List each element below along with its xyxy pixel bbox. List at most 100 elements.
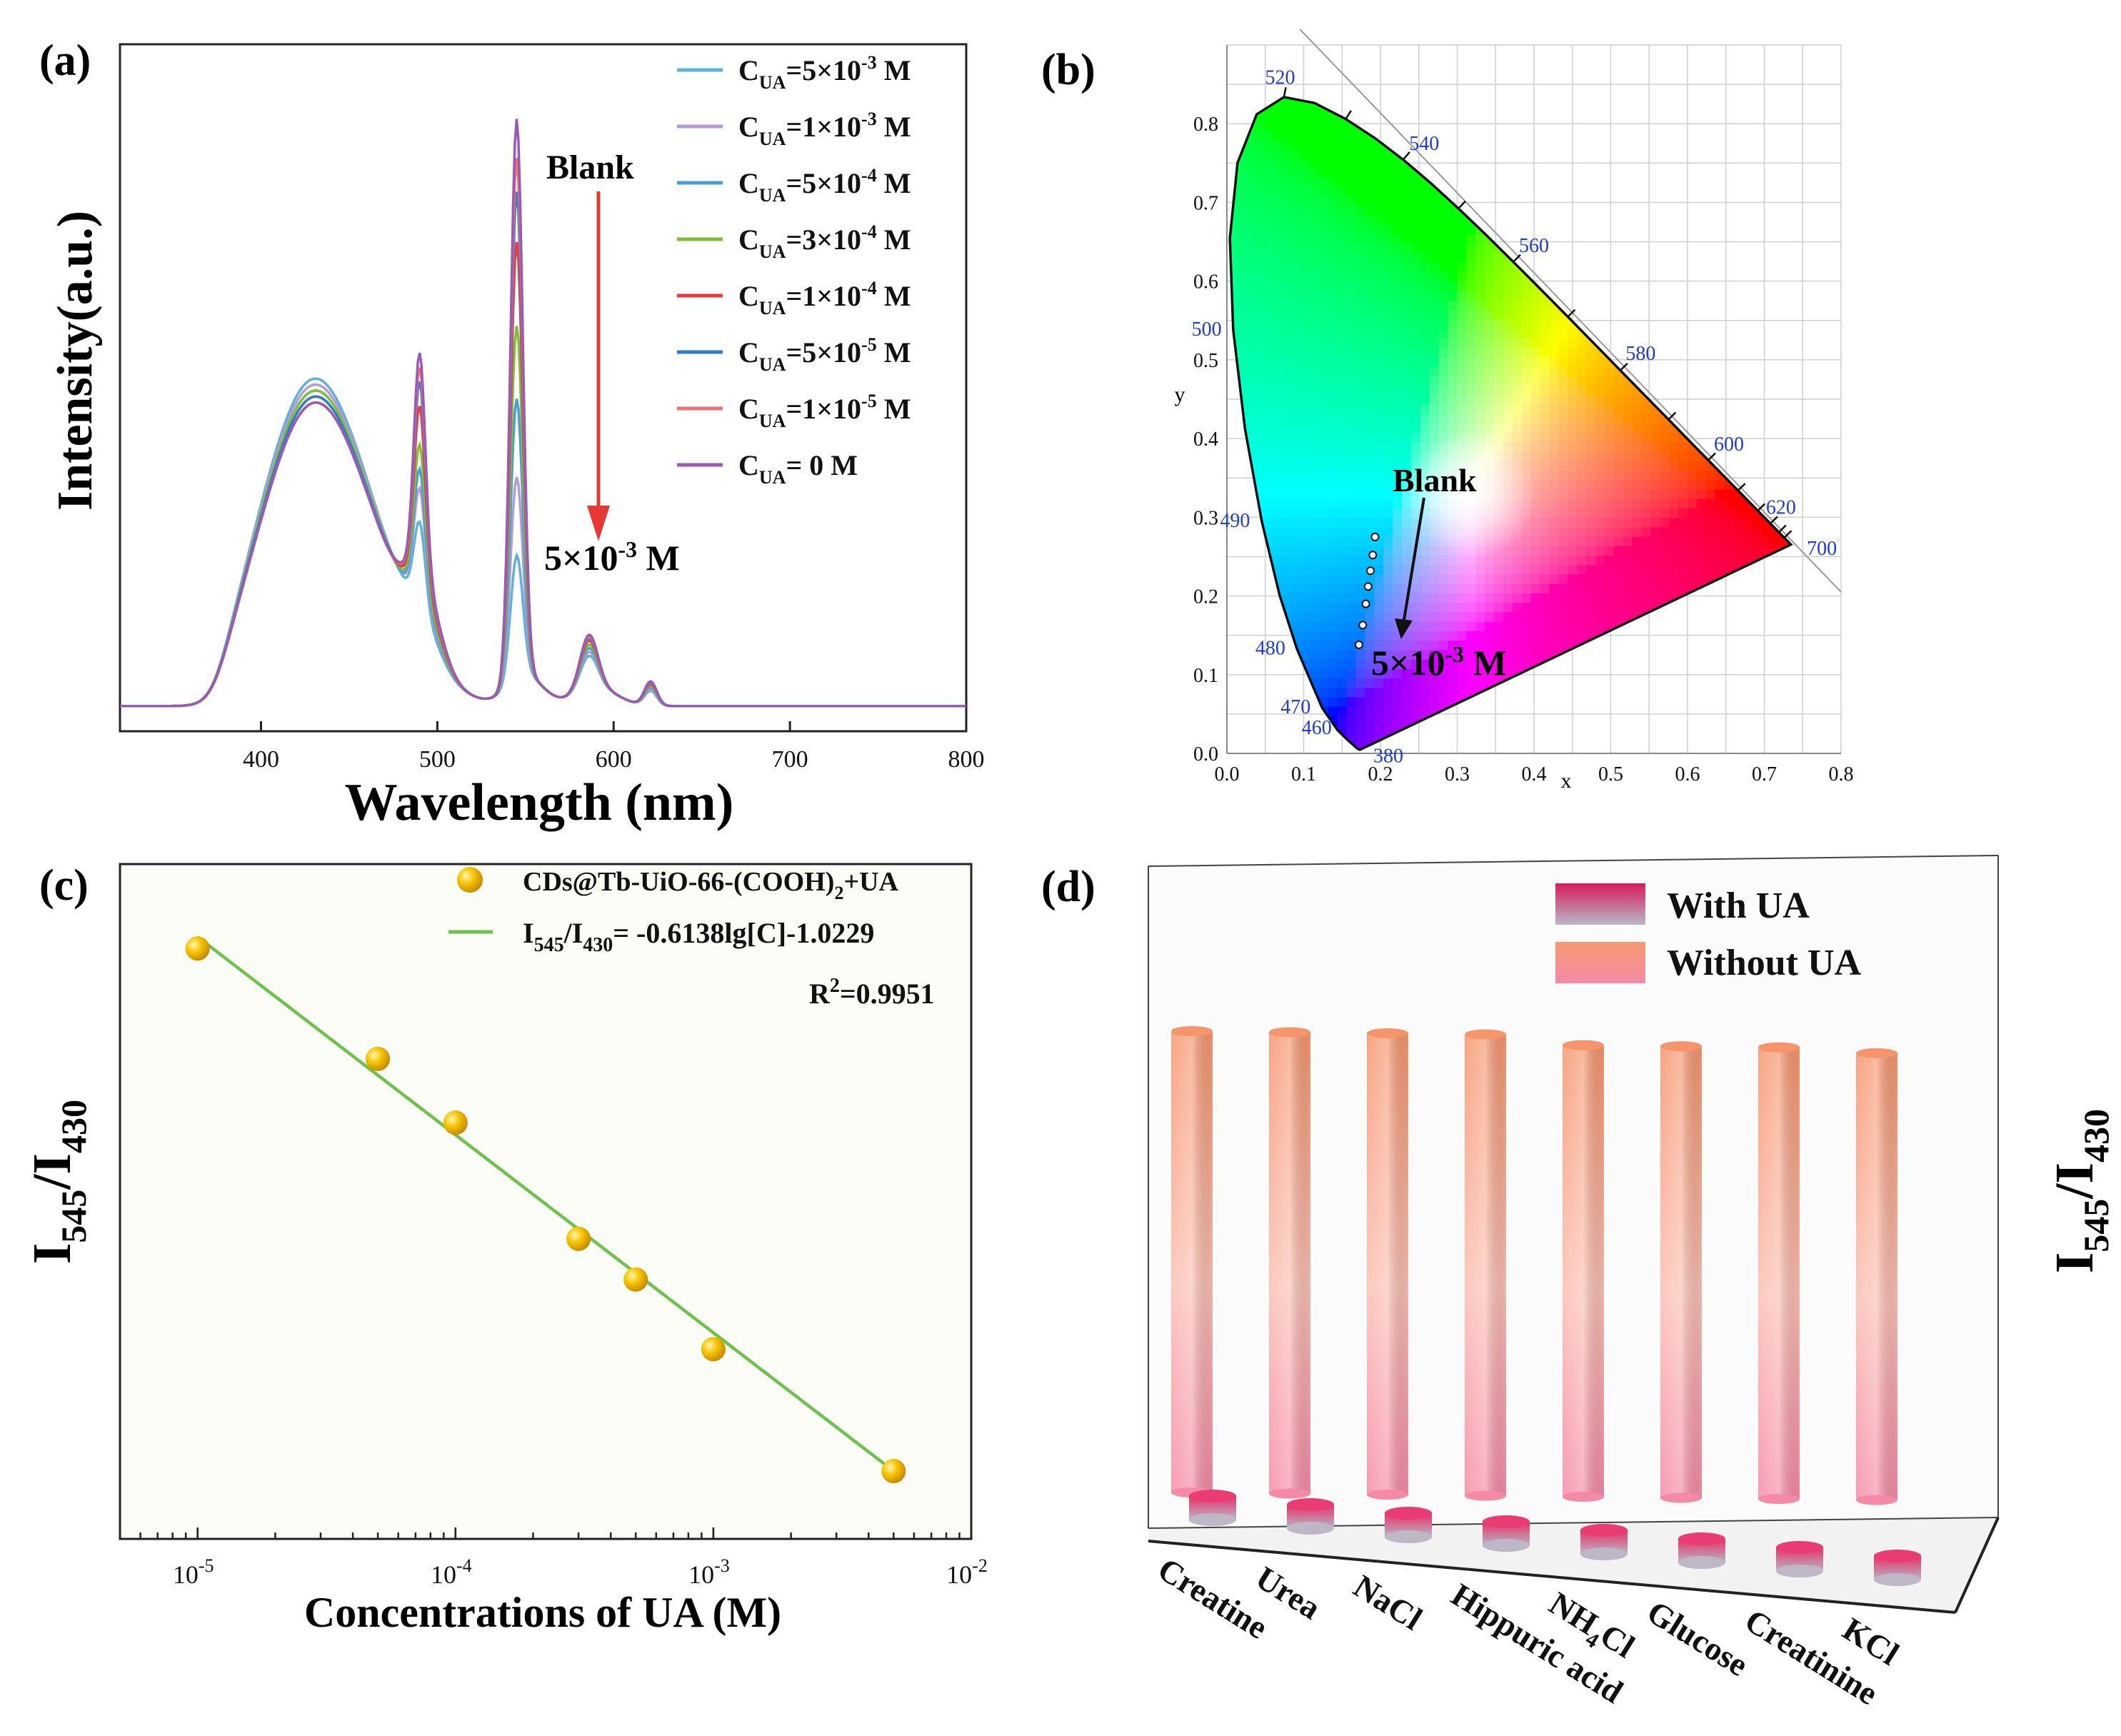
panel-b-cie-cell: [1383, 583, 1394, 594]
panel-b-cie-cell: [1743, 224, 1753, 235]
panel-b-cie-cell: [1688, 101, 1698, 112]
panel-b-cie-cell: [1568, 498, 1578, 509]
panel-b-cie-cell: [1346, 328, 1357, 338]
panel-b-cie-cell: [1291, 243, 1302, 254]
panel-d-bar-without: [1856, 1048, 1897, 1505]
panel-b-cie-cell: [1530, 423, 1541, 433]
panel-b-cie-cell: [1632, 111, 1643, 121]
panel-b-cie-cell: [1540, 262, 1550, 273]
panel-b-cie-cell: [1623, 461, 1633, 471]
panel-b-cie-cell: [1300, 186, 1311, 197]
panel-b-cie-cell: [1669, 432, 1680, 443]
panel-b-cie-cell: [1540, 186, 1550, 197]
panel-b-cie-cell: [1310, 413, 1320, 423]
panel-b-cie-cell: [1604, 668, 1615, 679]
panel-b-cie-cell: [1475, 290, 1486, 301]
panel-b-cie-cell: [1770, 470, 1780, 481]
panel-b-cie-cell: [1604, 488, 1615, 499]
panel-b-cie-cell: [1346, 564, 1357, 575]
panel-b-cie-cell: [1420, 413, 1430, 423]
panel-b-cie-cell: [1466, 186, 1477, 197]
panel-b-cie-cell: [1457, 356, 1468, 367]
panel-b-cie-cell: [1650, 564, 1661, 575]
panel-b-cie-cell: [1494, 290, 1504, 301]
panel-c-ylabel: I545/I430: [22, 1100, 94, 1264]
panel-b-cie-cell: [1641, 375, 1652, 386]
panel-b-cie-cell: [1429, 120, 1440, 131]
panel-b-cie-cell: [1235, 120, 1246, 131]
panel-b-cie-cell: [1402, 375, 1412, 386]
panel-b-cie-cell: [1328, 394, 1338, 405]
panel-b-cie-cell: [1595, 130, 1605, 141]
panel-b-cie-cell: [1669, 564, 1680, 575]
panel-b-cie-cell: [1383, 658, 1394, 669]
panel-b-cie-cell: [1503, 564, 1513, 575]
panel-b-cie-cell: [1540, 668, 1550, 679]
panel-b-cie-cell: [1310, 281, 1320, 291]
panel-b-cie-cell: [1530, 536, 1541, 546]
panel-b-cie-cell: [1337, 498, 1348, 509]
panel-b-cie-cell: [1512, 658, 1523, 669]
panel-b-cie-cell: [1558, 74, 1568, 84]
panel-b-cie-cell: [1788, 101, 1791, 112]
panel-b-cie-cell: [1503, 318, 1513, 329]
panel-b-cie-cell: [1355, 347, 1366, 358]
panel-b-cie-cell: [1752, 149, 1763, 159]
panel-b-cie-cell: [1660, 253, 1670, 264]
panel-b-cie-cell: [1632, 461, 1643, 471]
panel-b-cie-cell: [1310, 385, 1320, 396]
panel-b-cie-cell: [1595, 668, 1605, 679]
panel-b-cie-cell: [1235, 658, 1246, 669]
panel-b-cie-cell: [1733, 593, 1744, 603]
panel-b-cie-cell: [1319, 423, 1329, 433]
panel-b-cie-cell: [1632, 243, 1643, 254]
panel-b-cie-cell: [1235, 546, 1246, 556]
panel-b-cie-cell: [1374, 328, 1385, 338]
panel-b-cie-cell: [1530, 394, 1541, 405]
panel-b-cie-cell: [1393, 413, 1403, 423]
panel-d-bar-without-base: [1465, 1490, 1506, 1501]
panel-b-cie-cell: [1650, 97, 1661, 103]
panel-b-cie-cell: [1457, 177, 1468, 188]
panel-b-cie-cell: [1660, 706, 1670, 717]
panel-b-cie-cell: [1568, 432, 1578, 443]
panel-b-cie-cell: [1245, 149, 1255, 159]
panel-b-cie-cell: [1503, 555, 1513, 566]
panel-b-cie-cell: [1503, 593, 1513, 603]
panel-b-cie-cell: [1650, 177, 1661, 188]
panel-b-cie-cell: [1411, 347, 1421, 358]
panel-b-cie-cell: [1402, 97, 1412, 103]
panel-b-cie-cell: [1660, 224, 1670, 235]
panel-b-cie-cell: [1273, 564, 1283, 575]
panel-b-cie-cell: [1558, 281, 1569, 291]
panel-b-cie-cell: [1780, 97, 1790, 103]
panel-b-cie-cell: [1466, 366, 1477, 376]
panel-d-bar-without-base: [1367, 1490, 1408, 1500]
panel-b-cie-cell: [1586, 224, 1596, 235]
panel-b-cie-cell: [1337, 403, 1348, 414]
panel-b-data-point: [1361, 599, 1370, 608]
panel-b-cie-cell: [1383, 253, 1394, 264]
panel-b-cie-cell: [1328, 536, 1338, 546]
panel-b-cie-cell: [1540, 602, 1550, 613]
panel-b-cie-cell: [1328, 451, 1338, 461]
panel-b-cie-cell: [1374, 271, 1385, 282]
panel-b-cie-cell: [1254, 602, 1265, 613]
panel-b-cie-cell: [1595, 498, 1605, 509]
panel-b-cie-cell: [1448, 413, 1458, 423]
panel-b-cie-cell: [1374, 234, 1385, 244]
panel-b-cie-cell: [1319, 498, 1329, 509]
panel-b-cie-cell: [1558, 413, 1569, 423]
panel-b-cie-cell: [1282, 300, 1293, 311]
panel-b-cie-cell: [1678, 375, 1688, 386]
panel-c-xtick-label: 10-5: [173, 1555, 214, 1589]
panel-b-cie-cell: [1540, 583, 1550, 594]
panel-b-cie-cell: [1530, 224, 1541, 235]
panel-b-cie-cell: [1521, 101, 1532, 112]
panel-d-bar-without: [1171, 1026, 1213, 1497]
panel-b-cie-cell: [1457, 130, 1468, 141]
panel-b-cie-cell: [1549, 583, 1560, 594]
panel-b-cie-cell: [1577, 583, 1588, 594]
panel-b-cie-cell: [1420, 205, 1430, 216]
panel-b-data-point: [1354, 640, 1363, 649]
